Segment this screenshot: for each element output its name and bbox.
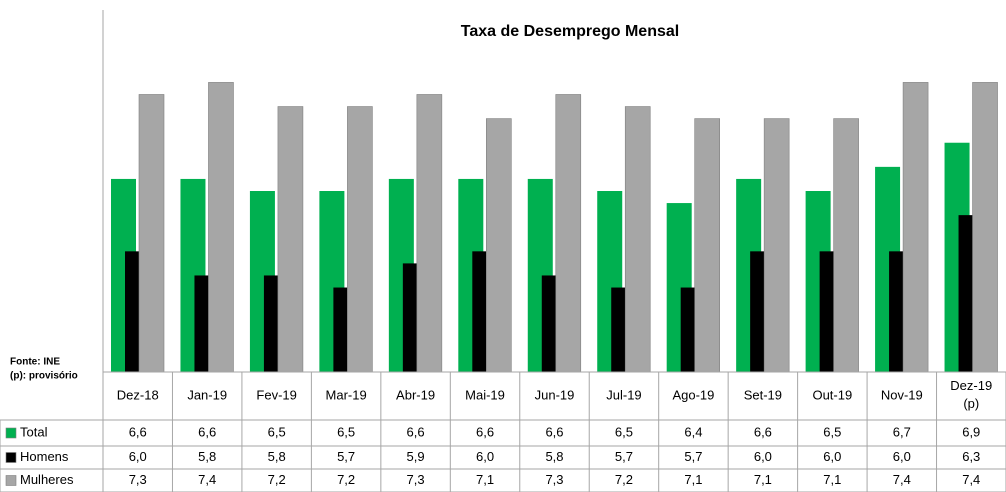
value-label: 5,9 [407,449,425,464]
category-label: Set-19 [744,387,782,402]
value-label: 5,7 [615,449,633,464]
bar [486,118,512,373]
value-label: 6,6 [129,424,147,439]
value-label: 6,7 [893,424,911,439]
category-label: Jul-19 [606,387,641,402]
category-label: Dez-19 (p) [950,378,992,411]
legend-swatch [5,427,17,439]
legend-label: Homens [20,449,69,464]
bar [833,118,859,373]
bar [263,275,278,372]
value-label: 7,1 [823,472,841,487]
value-label: 6,6 [545,424,563,439]
value-label: 6,6 [476,424,494,439]
bar [694,118,720,373]
value-label: 7,3 [545,472,563,487]
bar [347,106,373,373]
chart-title: Taxa de Desemprego Mensal [461,23,679,40]
category-label: Abr-19 [396,387,435,402]
bar [972,82,998,373]
value-label: 7,4 [893,472,911,487]
category-label: Jun-19 [535,387,575,402]
legend-label: Mulheres [20,472,74,487]
value-label: 7,1 [476,472,494,487]
value-label: 7,2 [268,472,286,487]
bar [194,275,209,372]
bar [125,251,139,372]
value-label: 7,3 [407,472,425,487]
bar [416,94,443,373]
bar [541,275,556,372]
bar [819,251,834,372]
bar [138,94,165,373]
bar [750,251,765,372]
legend-swatch [5,452,17,463]
value-label: 6,6 [198,424,216,439]
bar [611,287,626,372]
bar [624,106,651,373]
bar [472,251,487,372]
legend-swatch [5,475,17,486]
source-note: Fonte: INE [10,357,60,368]
value-label: 6,4 [684,424,702,439]
value-label: 6,0 [893,449,911,464]
value-label: 7,4 [198,472,216,487]
category-label: Out-19 [812,387,852,402]
bar [277,106,304,373]
value-label: 6,5 [268,424,286,439]
value-label: 7,2 [337,472,355,487]
bar [889,251,904,372]
category-label: Ago-19 [672,387,714,402]
value-label: 5,8 [545,449,563,464]
bar [333,287,348,372]
value-label: 6,6 [407,424,425,439]
value-label: 6,3 [962,449,980,464]
value-label: 7,1 [684,472,702,487]
value-label: 5,7 [337,449,355,464]
legend-label: Total [20,424,48,439]
bar [902,82,929,373]
value-label: 6,9 [962,424,980,439]
value-label: 6,0 [476,449,494,464]
value-label: 6,0 [754,449,772,464]
value-label: 6,0 [129,449,147,464]
bar [680,287,695,372]
value-label: 5,7 [684,449,702,464]
bar [555,94,582,373]
bar [958,215,973,372]
bar [402,263,417,372]
value-label: 6,5 [615,424,633,439]
value-label: 6,0 [823,449,841,464]
bar [763,118,790,373]
value-label: 7,2 [615,472,633,487]
value-label: 5,8 [268,449,286,464]
provisional-note: (p): provisório [10,371,78,382]
category-label: Jan-19 [187,387,227,402]
value-label: 5,8 [198,449,216,464]
value-label: 6,6 [754,424,772,439]
value-label: 6,5 [823,424,841,439]
bar [208,82,234,373]
value-label: 7,3 [129,472,147,487]
category-label: Fev-19 [256,387,296,402]
value-label: 7,1 [754,472,772,487]
value-label: 6,5 [337,424,355,439]
category-label: Mai-19 [465,387,505,402]
value-label: 7,4 [962,472,980,487]
category-label: Mar-19 [326,387,367,402]
category-label: Nov-19 [881,387,923,402]
category-label: Dez-18 [117,387,159,402]
